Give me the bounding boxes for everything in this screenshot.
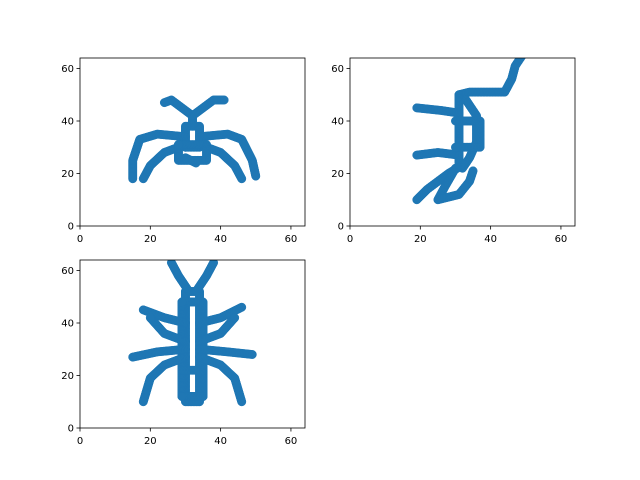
data-point [177,392,187,401]
data-point [177,297,187,307]
axes-frame [349,57,576,227]
x-tick-label: 60 [555,234,568,245]
axes-frame [79,259,306,429]
data-point [412,195,422,205]
data-point [209,260,219,268]
x-tick-label: 40 [214,436,227,447]
data-point [128,174,138,184]
data-point [166,260,176,268]
scatter-points [128,95,261,184]
y-tick-label: 20 [331,169,344,180]
x-tick-label: 60 [285,234,298,245]
y-tick-label: 20 [61,371,74,382]
x-tick-label: 60 [285,436,298,447]
axes-1: 0 20 40 60 0 20 40 60 [61,57,306,245]
data-point [247,350,257,359]
x-tick-label: 0 [347,234,353,245]
data-point [173,140,183,150]
y-tick-label: 60 [331,64,344,75]
data-point [128,352,138,362]
y-tick-label: 40 [331,117,344,128]
axes-2: 0 20 40 60 0 20 40 60 [331,57,576,245]
data-point [219,95,229,105]
data-point [159,98,169,108]
x-tick-label: 0 [77,436,83,447]
data-point [451,142,460,152]
scatter-points [128,260,257,407]
y-tick-label: 60 [61,64,74,75]
data-point [468,166,478,176]
data-point [138,305,148,315]
x-tick-label: 0 [77,234,83,245]
data-point [138,174,148,184]
data-point [412,103,422,113]
x-tick-label: 20 [414,234,427,245]
y-tick-label: 60 [61,266,74,277]
data-point [138,397,148,407]
x-tick-label: 20 [144,234,157,245]
data-point [145,313,155,323]
x-tick-label: 40 [484,234,497,245]
y-tick-label: 40 [61,319,74,330]
axes-frame [79,57,306,227]
y-tick-label: 40 [61,117,74,128]
x-tick-label: 20 [144,436,157,447]
y-tick-label: 0 [338,222,344,233]
axes-container: 0 20 40 60 0 20 40 60 0 20 40 60 0 20 40 60 0 20 40 60 0 20 40… [61,57,576,447]
data-point [412,150,422,160]
y-tick-label: 20 [61,169,74,180]
data-point [251,171,261,181]
data-point [237,397,247,407]
x-tick-label: 40 [214,234,227,245]
y-tick-label: 0 [68,222,74,233]
data-point [237,302,247,312]
axes-3: 0 20 40 60 0 20 40 60 [61,259,306,447]
data-point [237,174,247,184]
data-point [230,313,240,323]
y-tick-label: 0 [68,424,74,435]
scatter-points [412,58,526,205]
